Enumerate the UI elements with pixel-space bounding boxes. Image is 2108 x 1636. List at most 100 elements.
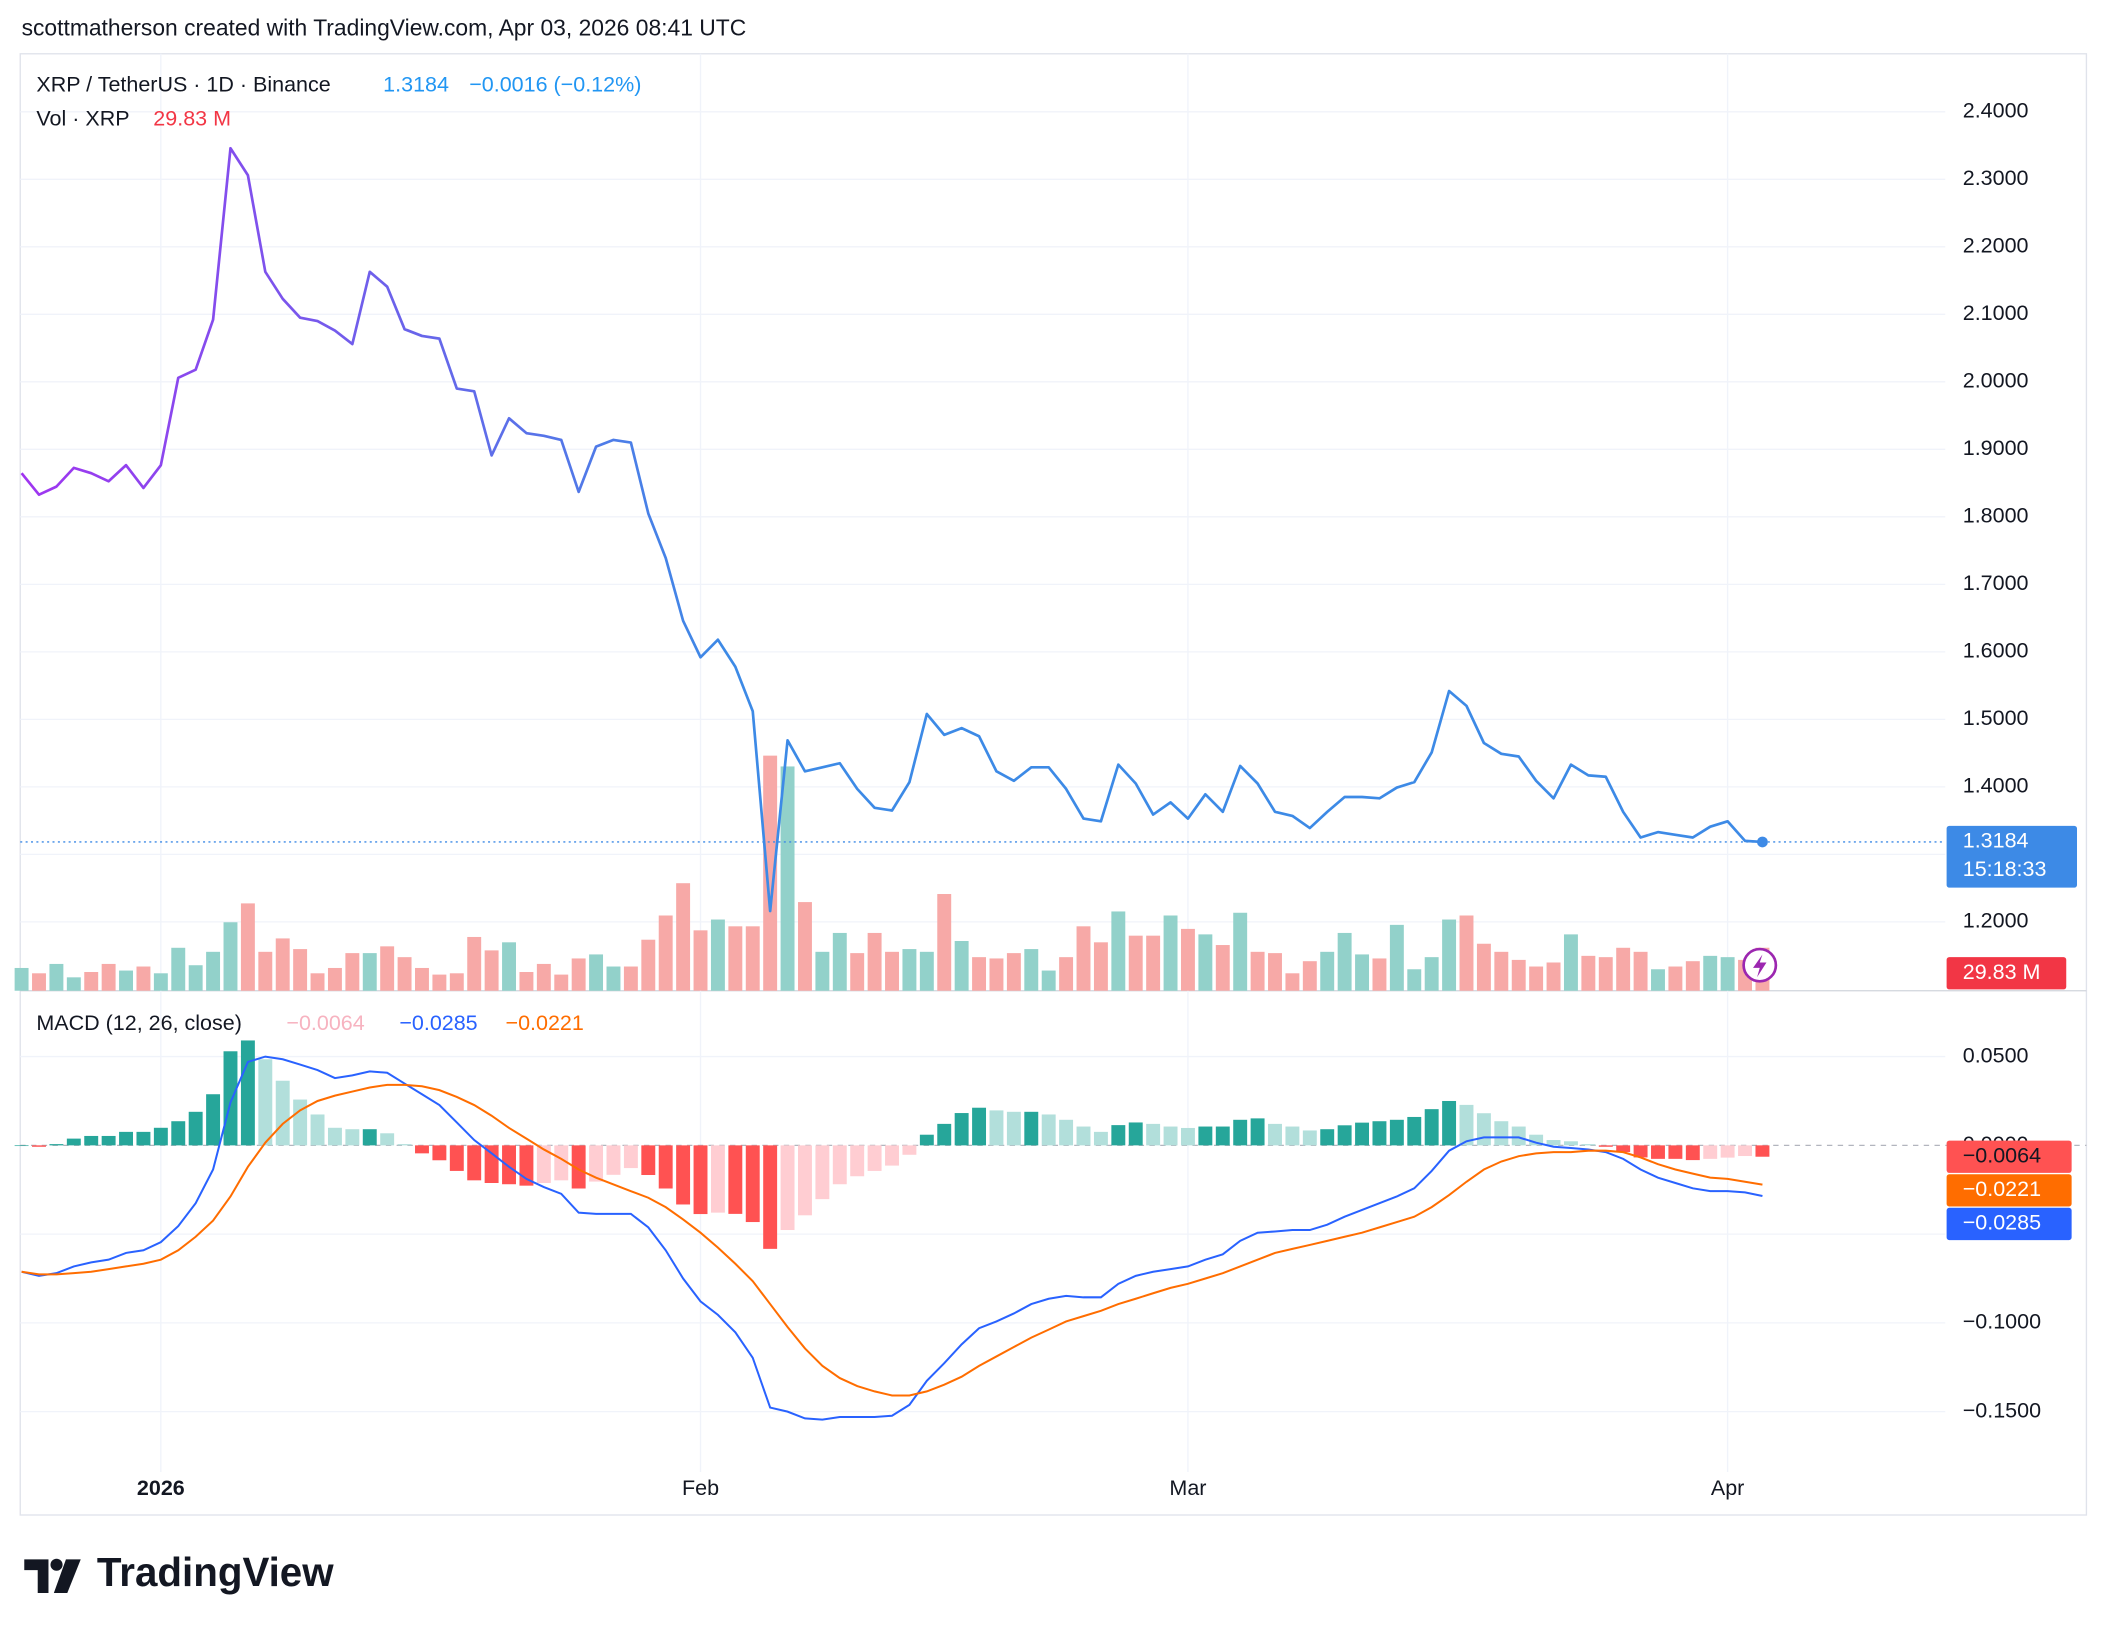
volume-bar — [606, 966, 621, 991]
histogram-bar — [623, 1145, 638, 1169]
histogram-bar — [1755, 1145, 1770, 1157]
volume-bar — [1459, 915, 1474, 991]
volume-bar — [1320, 951, 1335, 991]
volume-bar — [206, 951, 221, 991]
histogram-bar — [937, 1123, 952, 1146]
histogram-bar — [1616, 1145, 1631, 1153]
last-price: 1.3184 — [383, 73, 449, 97]
last-price-dot — [1757, 836, 1768, 848]
histogram-bar — [1738, 1145, 1752, 1157]
volume-bar — [1146, 935, 1161, 991]
histogram-bar — [1529, 1134, 1544, 1146]
volume-bar — [1651, 969, 1665, 991]
macd-label: −0.0285 — [1963, 1211, 2041, 1235]
histogram-bar — [1685, 1145, 1700, 1161]
volume-bar — [362, 953, 377, 991]
volume-bar — [171, 947, 186, 991]
volume-bar — [1407, 969, 1422, 991]
volume-bar — [310, 973, 325, 991]
histogram-bar — [780, 1145, 795, 1231]
histogram-bar — [1146, 1123, 1161, 1146]
volume-bar — [798, 902, 812, 991]
countdown-label: 15:18:33 — [1963, 857, 2047, 881]
volume-bar — [449, 973, 464, 991]
histogram-bar — [206, 1094, 221, 1146]
histogram-bar — [188, 1111, 203, 1146]
volume-legend-value: 29.83 M — [153, 106, 231, 130]
histogram-bar — [554, 1145, 569, 1181]
volume-bar — [1668, 966, 1683, 991]
volume-bar — [1180, 928, 1195, 991]
histogram-bar — [1720, 1145, 1735, 1158]
macd-label: −0.0064 — [1963, 1143, 2041, 1167]
histogram-bar — [171, 1121, 186, 1146]
volume-bar — [885, 951, 899, 991]
x-tick-label: Mar — [1169, 1476, 1206, 1500]
histogram-bar — [536, 1145, 551, 1183]
histogram-bar — [571, 1145, 586, 1189]
volume-bar — [1233, 912, 1248, 991]
histogram-bar — [1598, 1145, 1613, 1147]
macd-line — [21, 1055, 1763, 1421]
volume-bar — [432, 974, 447, 991]
histogram-bar — [763, 1145, 778, 1249]
grid — [20, 53, 2087, 1472]
histogram-bar — [1442, 1100, 1457, 1146]
histogram-bar — [919, 1134, 934, 1146]
histogram-bar — [1651, 1145, 1665, 1159]
histogram-bar — [1459, 1104, 1474, 1146]
volume-bar — [502, 942, 516, 991]
x-tick-label: Feb — [682, 1476, 719, 1500]
histogram-bar — [1076, 1126, 1091, 1146]
histogram-bar — [449, 1145, 464, 1171]
histogram-bar — [502, 1145, 516, 1185]
macd-label: −0.0221 — [1963, 1177, 2041, 1201]
volume-bar — [1372, 958, 1387, 991]
volume-bar — [1494, 951, 1509, 991]
y-tick-label: −0.1000 — [1963, 1310, 2041, 1334]
volume-bar — [32, 973, 46, 991]
histogram-bar — [14, 1145, 29, 1147]
volume-bar — [240, 903, 255, 991]
volume-bar — [345, 953, 360, 991]
volume-bar — [397, 957, 412, 991]
histogram-bar — [1355, 1122, 1370, 1146]
brand-logo: TradingView — [24, 1549, 334, 1595]
histogram-bar — [1128, 1122, 1143, 1146]
volume-bar — [84, 972, 99, 991]
histogram-bar — [1337, 1125, 1352, 1146]
volume-bar — [1093, 942, 1108, 991]
histogram-bar — [728, 1145, 743, 1214]
histogram-bar — [710, 1145, 725, 1213]
histogram-bar — [815, 1145, 830, 1200]
volume-bar — [954, 941, 969, 991]
volume-bar — [1581, 955, 1596, 991]
histogram-bar — [1302, 1130, 1317, 1146]
histogram-bar — [850, 1145, 865, 1177]
histogram-bar — [258, 1059, 273, 1146]
histogram-bar — [467, 1145, 482, 1181]
volume-bar — [745, 926, 760, 991]
y-tick-label: 2.1000 — [1963, 301, 2029, 325]
volume-bar — [49, 963, 64, 991]
histogram-legend-value: −0.0064 — [286, 1011, 364, 1035]
price-label-box — [1946, 825, 2078, 888]
volume-bar — [258, 951, 273, 991]
histogram-bar — [101, 1135, 116, 1146]
volume-bar — [1546, 962, 1561, 991]
volume-bar — [1703, 955, 1718, 991]
volume-bar — [275, 938, 290, 991]
histogram-bar — [1703, 1145, 1718, 1159]
volume-bar — [1389, 924, 1404, 991]
histogram-bar — [240, 1040, 255, 1146]
histogram-bar — [1006, 1111, 1021, 1146]
macd-label-box — [1946, 1174, 2072, 1207]
histogram-bar — [972, 1107, 987, 1146]
y-tick-label: 1.5000 — [1963, 706, 2029, 730]
volume-bar — [763, 755, 778, 991]
y-tick-label: 1.8000 — [1963, 504, 2029, 528]
credit: scottmatherson created with TradingView.… — [22, 15, 747, 41]
volume-legend: Vol · XRP — [36, 106, 129, 130]
symbol-title: XRP / TetherUS · 1D · Binance — [36, 73, 330, 97]
